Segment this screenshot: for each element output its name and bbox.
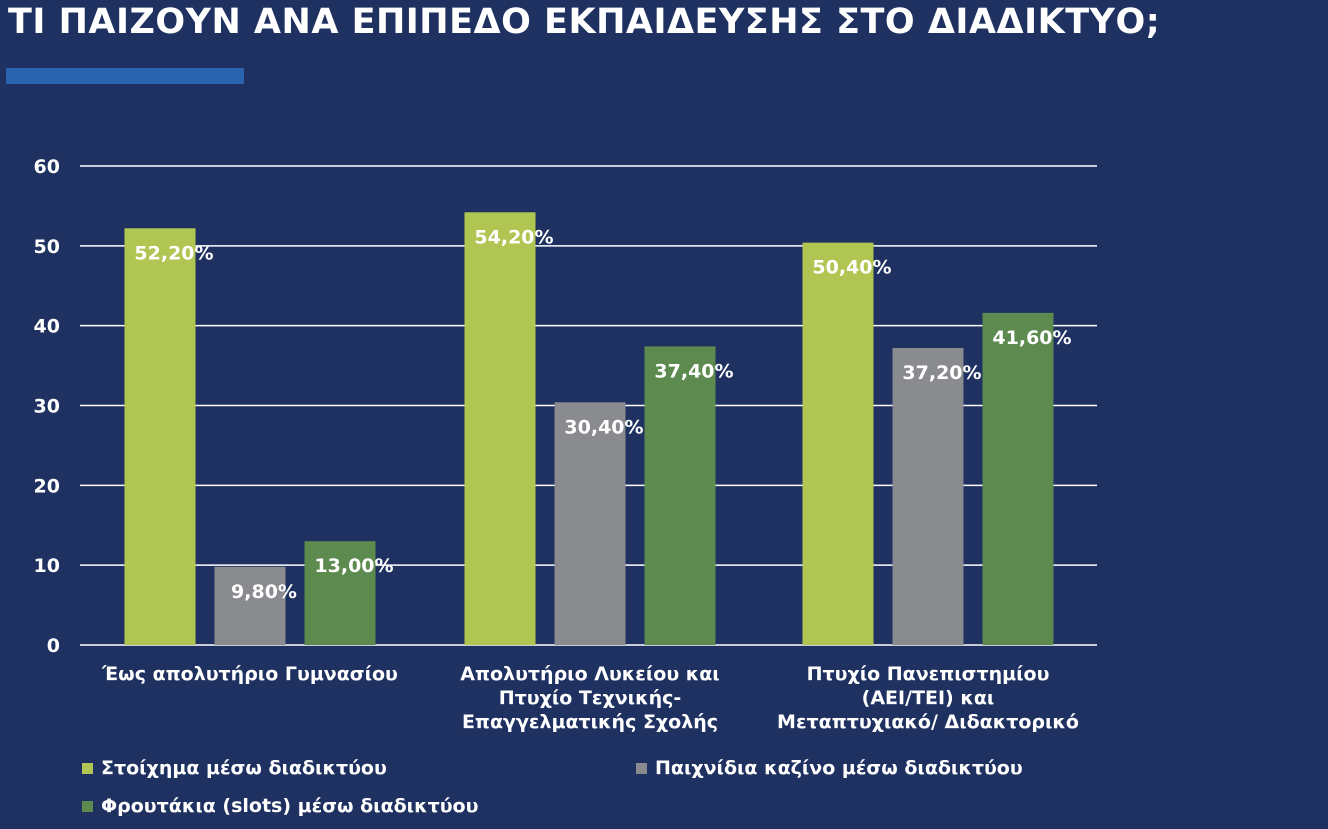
legend-swatch-betting <box>82 762 93 774</box>
data-label: 30,40% <box>564 416 643 438</box>
y-tick-label: 60 <box>34 156 60 178</box>
y-tick-label: 20 <box>34 475 60 497</box>
data-label: 9,80% <box>231 581 297 603</box>
x-tick-label: Έως απολυτήριο Γυμνασίου <box>101 663 398 685</box>
y-tick-label: 30 <box>34 396 60 418</box>
data-label: 41,60% <box>992 327 1071 349</box>
legend-item-slots: Φρουτάκια (slots) μέσω διαδικτύου <box>82 795 478 817</box>
bar <box>892 348 964 645</box>
data-label: 54,20% <box>474 226 553 248</box>
y-tick-label: 10 <box>34 555 60 577</box>
data-label: 37,40% <box>654 360 733 382</box>
data-label: 13,00% <box>314 555 393 577</box>
title-accent-bar <box>6 68 244 84</box>
y-tick-label: 0 <box>47 635 60 657</box>
x-tick-label: Πτυχίο Πανεπιστημίου <box>807 663 1050 685</box>
bar <box>214 566 286 645</box>
legend-item-betting: Στοίχημα μέσω διαδικτύου <box>82 757 387 779</box>
legend-swatch-casino <box>636 762 647 774</box>
page-title: ΤΙ ΠΑΙΖΟΥΝ ΑΝΑ ΕΠΙΠΕΔΟ ΕΚΠΑΙΔΕΥΣΗΣ ΣΤΟ Δ… <box>8 2 1161 42</box>
bar <box>644 346 716 645</box>
data-label: 50,40% <box>812 257 891 279</box>
legend-label-slots: Φρουτάκια (slots) μέσω διαδικτύου <box>101 795 479 817</box>
legend-swatch-slots <box>82 800 93 812</box>
x-tick-label: Απολυτήριο Λυκείου και <box>460 663 719 685</box>
legend-label-betting: Στοίχημα μέσω διαδικτύου <box>101 757 387 779</box>
data-label: 52,20% <box>134 242 213 264</box>
x-tick-label: Πτυχίο Τεχνικής- <box>499 687 682 709</box>
bar <box>982 312 1054 645</box>
bar <box>802 242 874 645</box>
bar <box>554 402 626 645</box>
bar <box>304 541 376 645</box>
bar <box>124 228 196 645</box>
x-tick-label: Επαγγελματικής Σχολής <box>462 711 718 733</box>
y-tick-label: 50 <box>34 236 60 258</box>
legend-item-casino: Παιχνίδια καζίνο μέσω διαδικτύου <box>636 757 1023 779</box>
y-tick-label: 40 <box>34 316 60 338</box>
data-label: 37,20% <box>902 362 981 384</box>
x-tick-label: Μεταπτυχιακό/ Διδακτορικό <box>777 711 1079 733</box>
x-tick-label: (ΑΕΙ/ΤΕΙ) και <box>862 687 995 709</box>
bar <box>464 212 536 645</box>
legend-label-casino: Παιχνίδια καζίνο μέσω διαδικτύου <box>655 757 1023 779</box>
